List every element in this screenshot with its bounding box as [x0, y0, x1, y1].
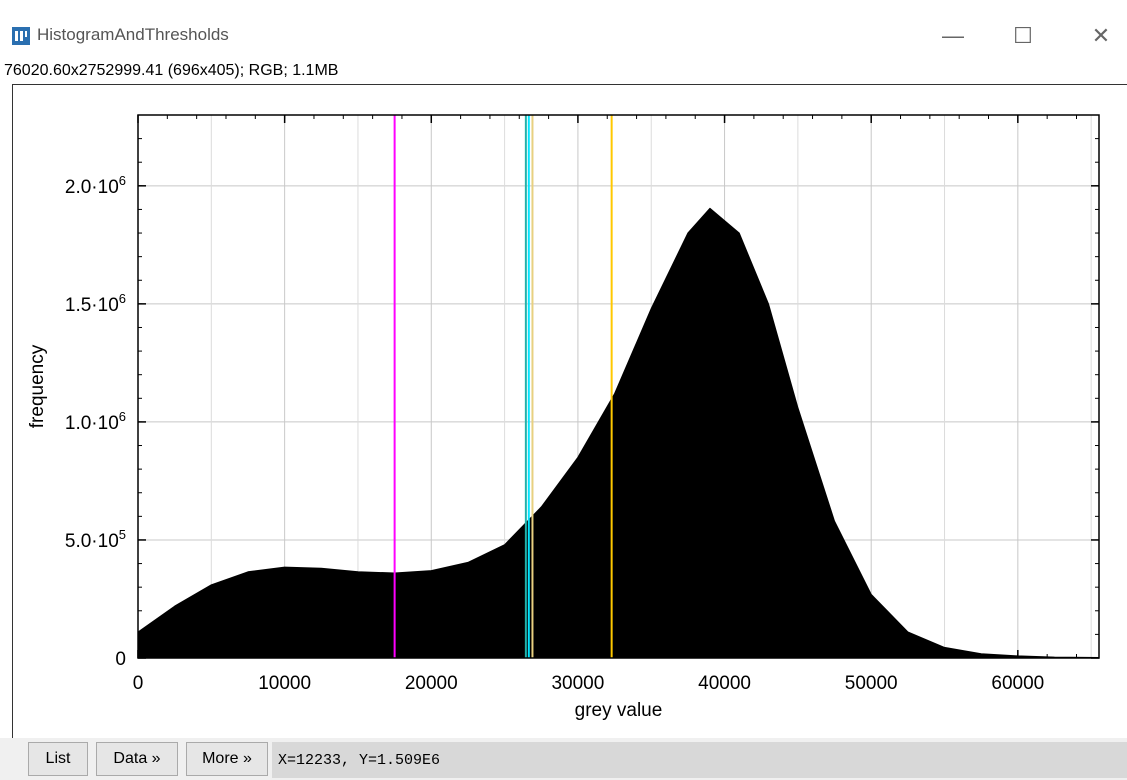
x-tick-label: 60000 [991, 673, 1044, 694]
histogram-plot-panel[interactable]: 0 10000 20000 30000 40000 50000 60000 0 5.0·105 1… [12, 84, 1127, 738]
image-info-subtitle: 76020.60x2752999.41 (696x405); RGB; 1.1M… [4, 62, 339, 79]
window-title: HistogramAndThresholds [37, 25, 229, 44]
y-tick-label: 2.0·106 [65, 173, 126, 198]
window-titlebar: HistogramAndThresholds — ☐ ✕ [0, 0, 1127, 58]
histogram-chart[interactable]: 0 10000 20000 30000 40000 50000 60000 0 5.0·105 1… [13, 85, 1127, 738]
close-button[interactable]: ✕ [1091, 23, 1111, 48]
more-button[interactable]: More » [186, 742, 268, 776]
y-tick-label: 0 [115, 649, 126, 670]
x-axis-label: grey value [575, 700, 663, 721]
imagej-app-icon [12, 27, 30, 45]
x-tick-label: 40000 [698, 673, 751, 694]
y-tick-label: 1.5·106 [65, 291, 126, 316]
maximize-button[interactable]: ☐ [1013, 23, 1033, 48]
x-tick-label: 20000 [405, 673, 458, 694]
y-tick-label: 1.0·106 [65, 409, 126, 434]
data-button[interactable]: Data » [96, 742, 178, 776]
histogram-area [137, 207, 1100, 659]
y-axis-label: frequency [27, 344, 48, 428]
x-tick-label: 10000 [258, 673, 311, 694]
list-button[interactable]: List [28, 742, 88, 776]
x-tick-label: 30000 [551, 673, 604, 694]
plot-frame [137, 114, 1100, 659]
minimize-button[interactable]: — [942, 23, 964, 48]
x-tick-label: 50000 [845, 673, 898, 694]
cursor-coordinates-readout: X=12233, Y=1.509E6 [272, 742, 1127, 778]
x-tick-label: 0 [133, 673, 144, 694]
y-tick-label: 5.0·105 [65, 527, 126, 552]
